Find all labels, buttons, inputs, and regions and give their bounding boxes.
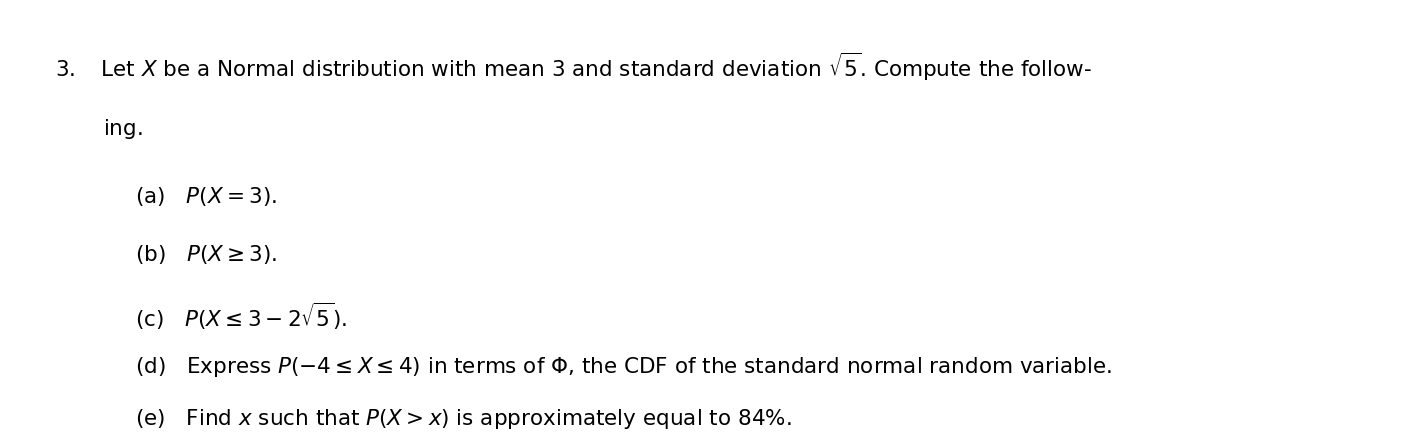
Text: $\text{(d)}\quad \text{Express } P(-4 \leq X \leq 4) \text{ in terms of } \Phi\t: $\text{(d)}\quad \text{Express } P(-4 \l… xyxy=(135,355,1112,379)
Text: $\text{(c)}\quad P(X \leq 3 - 2\sqrt{5})\text{.}$: $\text{(c)}\quad P(X \leq 3 - 2\sqrt{5})… xyxy=(135,301,346,332)
Text: $\text{(e)}\quad \text{Find } x \text{ such that } P(X > x) \text{ is approximat: $\text{(e)}\quad \text{Find } x \text{ s… xyxy=(135,407,791,431)
Text: $\text{(b)}\quad P(X \geq 3)\text{.}$: $\text{(b)}\quad P(X \geq 3)\text{.}$ xyxy=(135,243,277,266)
Text: $\text{(a)}\quad P(X = 3)\text{.}$: $\text{(a)}\quad P(X = 3)\text{.}$ xyxy=(135,185,277,208)
Text: $3.\quad \text{Let } X \text{ be a Normal distribution with mean 3 and standard : $3.\quad \text{Let } X \text{ be a Norma… xyxy=(55,51,1093,83)
Text: $\text{ing.}$: $\text{ing.}$ xyxy=(103,117,142,141)
